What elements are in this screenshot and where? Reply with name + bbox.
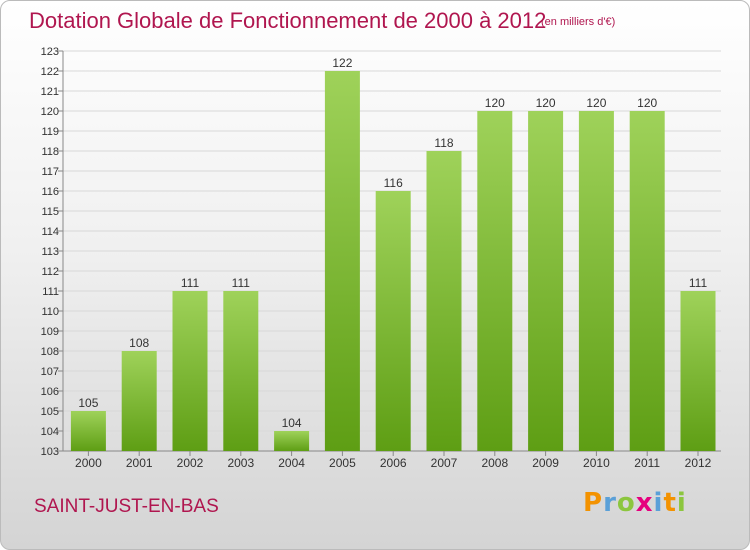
- logo-letter: o: [616, 488, 636, 518]
- data-label: 104: [282, 416, 302, 430]
- y-tick-label: 103: [41, 446, 59, 458]
- data-label: 122: [332, 56, 352, 70]
- logo-letter: i: [676, 488, 687, 518]
- y-tick-label: 118: [41, 146, 59, 158]
- proxiti-logo: Proxiti: [583, 488, 687, 518]
- x-tick-label: 2008: [481, 456, 508, 470]
- bar: [477, 111, 513, 451]
- data-label: 111: [232, 276, 251, 290]
- y-tick-label: 121: [41, 86, 59, 98]
- data-label: 120: [485, 96, 505, 110]
- x-tick-label: 2010: [583, 456, 610, 470]
- x-tick-label: 2011: [634, 456, 660, 470]
- y-tick-label: 119: [41, 126, 59, 138]
- y-tick-label: 114: [41, 226, 59, 238]
- bar: [375, 191, 411, 451]
- bar: [578, 111, 614, 451]
- y-tick-label: 110: [41, 306, 59, 318]
- x-tick-label: 2009: [532, 456, 559, 470]
- y-tick-label: 117: [41, 166, 59, 178]
- data-label: 111: [181, 276, 200, 290]
- y-tick-label: 106: [41, 386, 59, 398]
- logo-letter: r: [603, 488, 617, 518]
- unit-note: (en milliers d'€): [541, 16, 616, 28]
- data-label: 120: [536, 96, 556, 110]
- chart-title: Dotation Globale de Fonctionnement de 20…: [29, 8, 547, 33]
- data-label: 120: [586, 96, 606, 110]
- y-tick-label: 115: [41, 206, 59, 218]
- data-label: 116: [384, 176, 403, 190]
- x-tick-label: 2004: [278, 456, 305, 470]
- y-tick-label: 122: [41, 66, 59, 78]
- y-tick-label: 105: [41, 406, 59, 418]
- y-tick-label: 113: [41, 246, 59, 258]
- bar: [528, 111, 564, 451]
- data-label: 108: [129, 336, 149, 350]
- x-tick-label: 2006: [380, 456, 407, 470]
- data-label: 111: [689, 276, 708, 290]
- bar: [680, 291, 716, 451]
- y-tick-label: 112: [41, 266, 59, 278]
- y-tick-label: 111: [42, 286, 59, 298]
- data-label: 120: [637, 96, 657, 110]
- data-label: 105: [78, 396, 98, 410]
- y-tick-label: 104: [41, 426, 59, 438]
- y-tick-label: 108: [41, 346, 59, 358]
- commune-name: SAINT-JUST-EN-BAS: [34, 496, 219, 517]
- bar: [172, 291, 208, 451]
- bar: [274, 431, 310, 451]
- y-tick-label: 123: [41, 46, 59, 58]
- x-tick-label: 2005: [329, 456, 356, 470]
- bar: [324, 71, 360, 451]
- x-tick-label: 2000: [75, 456, 102, 470]
- x-tick-label: 2007: [431, 456, 458, 470]
- bar: [121, 351, 157, 451]
- data-label: 118: [434, 136, 453, 150]
- bar: [426, 151, 462, 451]
- y-tick-label: 120: [41, 106, 59, 118]
- logo-letter: t: [663, 488, 677, 518]
- x-tick-label: 2002: [177, 456, 204, 470]
- x-tick-label: 2001: [126, 456, 153, 470]
- bar: [629, 111, 665, 451]
- y-tick-label: 116: [41, 186, 59, 198]
- y-tick-label: 107: [41, 366, 59, 378]
- x-tick-label: 2012: [685, 456, 712, 470]
- y-tick-label: 109: [41, 326, 59, 338]
- bar: [223, 291, 259, 451]
- bar: [70, 411, 106, 451]
- logo-letter: x: [635, 488, 654, 518]
- x-tick-label: 2003: [227, 456, 254, 470]
- logo-letter: P: [583, 488, 604, 518]
- logo-letter: i: [653, 488, 664, 518]
